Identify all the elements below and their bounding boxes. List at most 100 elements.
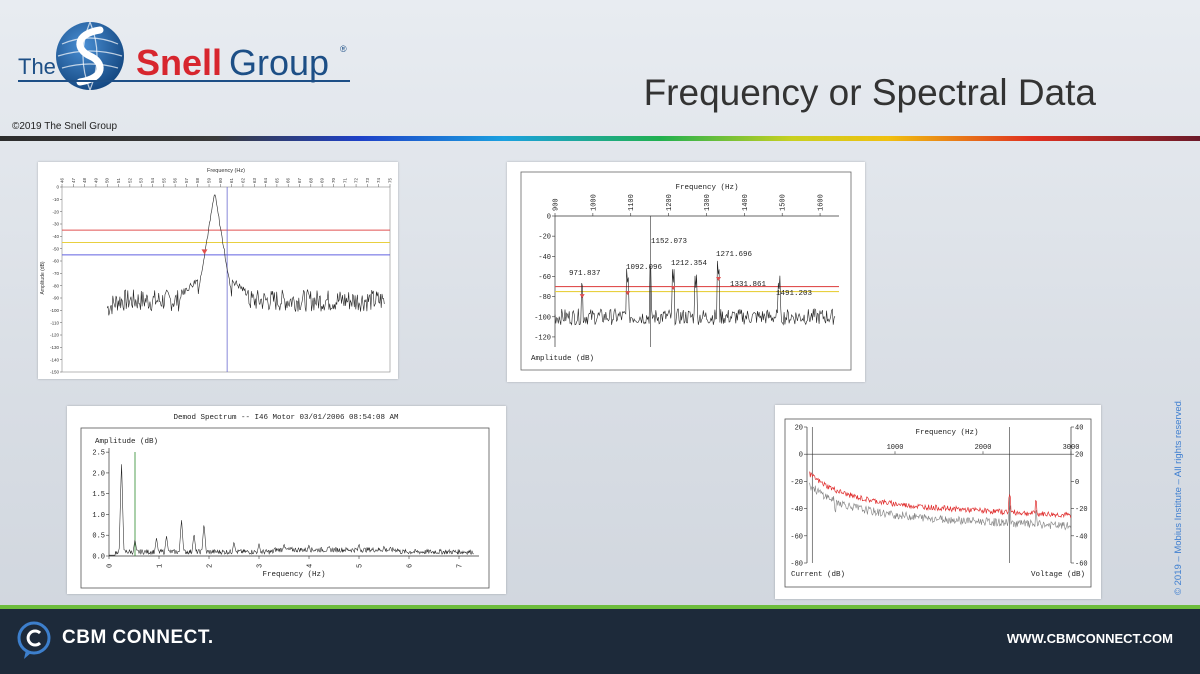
x-axis-title: Frequency (Hz) — [262, 571, 325, 579]
x-tick-label: 65 — [274, 177, 279, 183]
y2-axis-title: Voltage (dB) — [1031, 571, 1085, 579]
peak-marker — [201, 249, 208, 255]
y-tick-label: -110 — [50, 320, 59, 325]
x-tick-label: 67 — [297, 177, 302, 183]
y-tick-label: -40 — [52, 234, 59, 239]
x-tick-label: 53 — [139, 177, 144, 183]
current-voltage-chart-svg: Frequency (Hz)1000 2000 3000200-20-40-60-8… — [784, 418, 1092, 588]
rainbow-divider — [0, 136, 1200, 141]
voltage-trace — [809, 482, 1072, 531]
y-tick-label: 0 — [799, 452, 803, 460]
spectrum-chart-2-svg: Frequency (Hz) 900 1000 1100 1200 1300 1400 150… — [520, 171, 852, 371]
demod-spectrum-chart: Demod Spectrum -- I46 Motor 03/01/2006 0… — [67, 406, 506, 594]
current-trace — [809, 471, 1072, 519]
spectrum-trace — [554, 260, 836, 326]
y-tick-label: -80 — [538, 294, 551, 302]
spectrum-chart-1-svg: Frequency (Hz) 46 47 48 49 50 51 52 53 54 55 56 57 58… — [40, 168, 393, 375]
x-tick-label: 60 — [218, 177, 223, 183]
x-tick-label: 3 — [257, 564, 265, 568]
x-tick-label: 46 — [60, 177, 65, 183]
cbm-connect-logo-icon — [17, 621, 51, 659]
spectrum-chart-1: Frequency (Hz) 46 47 48 49 50 51 52 53 54 55 56 57 58… — [38, 162, 398, 379]
y-tick-label: -70 — [52, 271, 59, 276]
x-tick-label: 61 — [229, 177, 234, 183]
y-tick-label: -40 — [790, 506, 803, 514]
y-axis-title: Amplitude (dB) — [95, 438, 158, 446]
x-tick-label: 56 — [173, 177, 178, 183]
x-tick-label: 3000 — [1063, 444, 1080, 452]
x-tick-label: 7 — [457, 564, 465, 568]
footer-bar: CBM CONNECT. WWW.CBMCONNECT.COM — [0, 605, 1200, 674]
x-tick-label: 6 — [407, 564, 415, 568]
slide-title: Frequency or Spectral Data — [643, 72, 1096, 113]
y-tick-label: -80 — [52, 283, 59, 288]
y-tick-label: -20 — [790, 479, 803, 487]
y-tick-label: -120 — [534, 334, 551, 342]
x-tick-label: 74 — [376, 177, 381, 183]
x-tick-label: 49 — [93, 177, 98, 183]
x-tick-label: 1000 — [590, 194, 598, 211]
logo-snell-text: Snell — [136, 42, 223, 83]
y-tick-label: -60 — [538, 274, 551, 282]
y-tick-label: -60 — [790, 533, 803, 541]
x-tick-label: 59 — [207, 177, 212, 183]
x-tick-label: 50 — [105, 177, 110, 183]
y-tick-label: -130 — [50, 345, 60, 350]
footer-brand: CBM CONNECT. — [62, 627, 214, 648]
logo-group-text: Group — [229, 42, 330, 83]
x-tick-label: 73 — [365, 177, 370, 183]
y-tick-label: -100 — [534, 314, 551, 322]
spectrum-trace — [106, 194, 385, 316]
y-tick-label: 0 — [547, 214, 551, 222]
x-tick-label: 1300 — [704, 194, 712, 211]
x-axis-title: Frequency (Hz) — [915, 429, 978, 437]
footer-url[interactable]: WWW.CBMCONNECT.COM — [1006, 631, 1173, 646]
spectrum-trace — [109, 464, 474, 556]
logo-underline — [18, 80, 350, 82]
x-tick-label: 71 — [342, 177, 347, 183]
demod-spectrum-chart-svg: Demod Spectrum -- I46 Motor 03/01/2006 0… — [80, 414, 490, 589]
peak-marker — [670, 286, 676, 291]
peak-label: 1331.861 — [730, 281, 767, 289]
x-tick-label: 1 — [157, 564, 165, 568]
peak-label: 1092.096 — [626, 264, 663, 272]
x-tick-label: 1500 — [780, 194, 788, 211]
x-tick-label: 0 — [107, 564, 115, 568]
y-tick-label: 0.5 — [92, 533, 105, 541]
x-tick-label: 63 — [252, 177, 257, 183]
peak-marker — [716, 276, 722, 281]
x-tick-label: 55 — [161, 177, 166, 183]
x-tick-label: 2 — [207, 564, 215, 568]
y-tick-label: -40 — [538, 254, 551, 262]
x-tick-label: 1600 — [818, 194, 826, 211]
x-tick-label: 2000 — [975, 444, 992, 452]
y-tick-label: -50 — [52, 246, 59, 251]
y-tick-label: -90 — [52, 296, 59, 301]
x-tick-label: 51 — [116, 177, 121, 183]
x-tick-label: 68 — [308, 177, 313, 183]
x-tick-label: 66 — [286, 177, 291, 183]
y-tick-label: -60 — [52, 259, 59, 264]
x-tick-label: 4 — [307, 564, 315, 568]
y2-tick-label: -60 — [1075, 561, 1088, 569]
x-tick-label: 64 — [263, 177, 268, 183]
peak-marker — [579, 294, 585, 299]
y-tick-label: 2.0 — [92, 470, 105, 478]
x-tick-label: 5 — [357, 564, 365, 568]
y-axis-title: Amplitude (dB) — [531, 355, 594, 363]
peak-label: 1212.354 — [671, 260, 708, 268]
x-tick-label: 57 — [184, 177, 189, 183]
x-tick-label: 900 — [553, 198, 561, 211]
x-tick-label: 48 — [82, 177, 87, 183]
y-tick-label: -10 — [52, 197, 59, 202]
y-tick-label: 1.0 — [92, 512, 105, 520]
x-axis-title: Frequency (Hz) — [207, 168, 245, 174]
peak-label: 1491.203 — [776, 290, 813, 298]
plot-area — [61, 186, 391, 373]
x-tick-label: 47 — [71, 177, 76, 183]
y-tick-label: 0.0 — [92, 554, 105, 562]
y-tick-label: -20 — [52, 209, 59, 214]
snell-group-logo: The Snell Group ® — [18, 18, 358, 91]
x-tick-label: 54 — [150, 177, 155, 183]
x-tick-label: 62 — [240, 177, 245, 183]
